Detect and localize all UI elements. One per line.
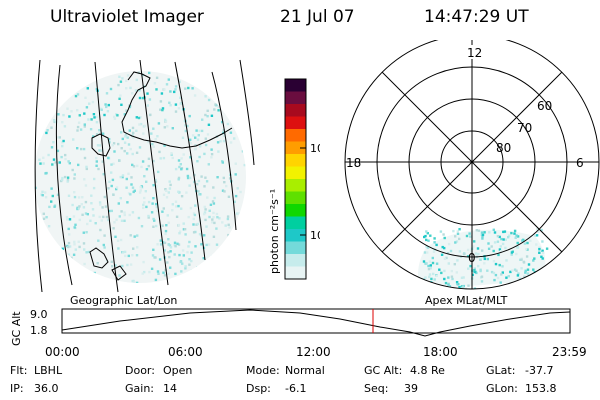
mode-value: Normal: [285, 364, 325, 377]
colorbar-segment: [285, 141, 306, 155]
mlat-label-70: 70: [517, 121, 532, 135]
colorbar-segment: [285, 116, 306, 130]
door-value: Open: [163, 364, 193, 377]
colorbar-segment: [285, 166, 306, 180]
mlat-label-60: 60: [537, 99, 552, 113]
timeline-xtick-1200: 12:00: [296, 345, 331, 359]
mlat-label-80: 80: [496, 141, 511, 155]
colorbar-tick-10: 10: [310, 229, 320, 242]
earth-disk: [34, 71, 246, 283]
gc-alt-value: 4.8 Re: [410, 364, 445, 377]
glon-key: GLon:: [486, 382, 518, 395]
colorbar-frame: [284, 78, 307, 280]
colorbar-segment: [285, 129, 306, 142]
coastline: [89, 71, 233, 281]
meridian-lines: [34, 59, 255, 293]
geographic-image: [34, 59, 255, 293]
timeline-ytick-high: 9.0: [30, 308, 48, 321]
colorbar-segment: [285, 266, 306, 280]
colorbar-segment: [285, 79, 306, 92]
mlt-label-18: 18: [346, 156, 361, 170]
dsp-value: -6.1: [285, 382, 307, 395]
timeline-xtick-0600: 06:00: [168, 345, 203, 359]
seq-key: Seq:: [364, 382, 389, 395]
filter-value: LBHL: [34, 364, 63, 377]
colorbar-segment: [285, 241, 306, 255]
timeline-frame: [61, 308, 571, 334]
gain-value: 14: [163, 382, 177, 395]
filter-key: Flt:: [10, 364, 28, 377]
colorbar-segment: [285, 216, 306, 230]
glat-key: GLat:: [486, 364, 516, 377]
gc-alt-key: GC Alt:: [364, 364, 403, 377]
timeline-xtick-0000: 00:00: [45, 345, 80, 359]
app-title: Ultraviolet Imager: [50, 7, 204, 27]
altitude-timeline: GC Alt 9.0 1.8 00:00 06:00 12:00 18:00 2…: [10, 308, 587, 359]
mlt-label-12: 12: [467, 46, 482, 60]
colorbar-segment: [285, 204, 306, 217]
timeline-xtick-1800: 18:00: [423, 345, 458, 359]
glon-value: 153.8: [525, 382, 557, 395]
dsp-key: Dsp:: [246, 382, 271, 395]
mode-key: Mode:: [246, 364, 280, 377]
colorbar-segment: [285, 154, 306, 167]
timeline-ytick-low: 1.8: [30, 324, 48, 337]
colorbar-segment: [285, 191, 306, 205]
ip-value: 36.0: [34, 382, 59, 395]
colorbar-segment: [285, 104, 306, 117]
mlt-label-0: 0: [468, 251, 476, 265]
colorbar: 100 10 photon cm⁻²s⁻¹: [268, 78, 320, 280]
mlt-label-6: 6: [576, 156, 584, 170]
colorbar-segment: [285, 254, 306, 267]
colorbar-segment: [285, 91, 306, 105]
door-key: Door:: [125, 364, 155, 377]
colorbar-segment: [285, 229, 306, 242]
altitude-curve: [61, 309, 571, 337]
image-time: 14:47:29 UT: [424, 7, 529, 27]
colorbar-segment: [285, 179, 306, 192]
timeline-xtick-2359: 23:59: [552, 345, 587, 359]
left-panel-label: Geographic Lat/Lon: [70, 294, 178, 307]
right-panel-label: Apex MLat/MLT: [425, 294, 508, 307]
colorbar-unit-label: photon cm⁻²s⁻¹: [268, 189, 281, 274]
image-date: 21 Jul 07: [280, 7, 355, 27]
polar-plot: 12 18 6 0 60 70 80: [344, 40, 600, 290]
seq-value: 39: [404, 382, 418, 395]
ip-key: IP:: [10, 382, 24, 395]
timeline-ylabel: GC Alt: [10, 311, 23, 346]
colorbar-tick-100: 100: [310, 142, 320, 155]
glat-value: -37.7: [525, 364, 554, 377]
gain-key: Gain:: [125, 382, 154, 395]
